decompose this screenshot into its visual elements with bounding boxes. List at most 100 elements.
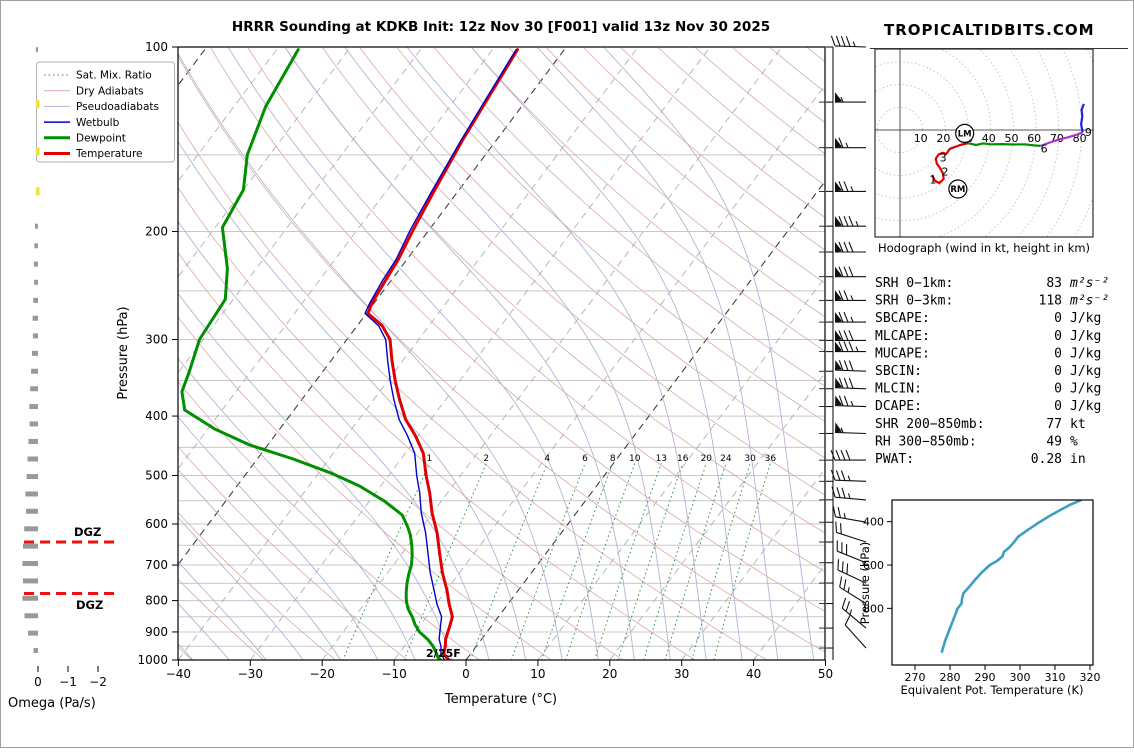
wind-barb [831,36,866,47]
wind-barb [835,290,866,300]
barb-staff [835,406,866,407]
wind-barb [831,470,866,481]
barb-half [841,97,843,102]
stat-label: SRH 0−1km: [875,276,953,291]
mixing-ratio-label: 24 [720,454,732,464]
stat-value: 118 [1039,294,1062,309]
skewt-plot-border [178,47,825,660]
stat-unit: m²s⁻² [1069,276,1109,291]
x-tick-label: −20 [310,667,335,681]
stat-unit: kt [1070,417,1086,432]
omega-bar [25,613,39,618]
mixing-ratio-label: 8 [610,454,616,464]
mixing-ratio-line [537,464,613,674]
omega-tick-label: 0 [34,675,42,689]
barb-staff [835,432,866,433]
pressure-tick-label: 1000 [137,653,168,667]
omega-bar [28,631,38,636]
legend-item-label: Temperature [75,148,143,160]
pressure-tick-label: 400 [145,409,168,423]
omega-bar [26,509,38,514]
barb-full [836,487,841,497]
wind-barb [831,487,867,500]
stat-value: 0.28 [1031,452,1062,467]
barb-full [844,267,848,277]
skewt-profiles [182,50,518,661]
hodograph-height-label: 9 [1085,126,1092,139]
legend-item-label: Sat. Mix. Ratio [76,70,152,82]
omega-bar [34,280,38,285]
barb-full [844,342,848,352]
barb-full [834,540,841,551]
barb-full [844,378,848,388]
stat-value: 0 [1054,364,1062,379]
barb-full [841,450,845,460]
x-tick-label: −10 [381,667,406,681]
stat-label: MLCIN: [875,382,922,397]
omega-axis-label: Omega (Pa/s) [8,696,96,711]
mixing-ratio-line [640,464,706,674]
hodograph-height-label: 6 [1041,143,1048,156]
barb-full [834,559,842,570]
wind-barb [835,422,866,433]
barb-full [844,242,848,252]
barb-half [848,476,850,481]
barb-full [846,36,850,46]
barb-full [849,267,853,277]
mixing-ratio-label: 2 [483,454,489,464]
omega-bar [33,316,38,321]
pressure-tick-label: 600 [145,517,168,531]
barb-staff [845,625,866,648]
x-tick-label: 10 [530,667,545,681]
barb-full [836,470,840,480]
pressure-tick-label: 800 [145,594,168,608]
dgz-label-lower: DGZ [76,598,103,612]
wind-barb [835,242,866,252]
pressure-tick-label: 500 [145,468,168,482]
omega-bar [32,351,38,356]
dry-adiabat-line [210,47,934,673]
hodograph-ring-label: 60 [1027,132,1041,145]
omega-bar [33,298,38,303]
omega-bar [35,224,38,229]
mixing-ratio-label: 13 [656,454,667,464]
mixing-ratio-label: 30 [744,454,756,464]
barb-full [844,216,848,226]
stat-label: SHR 200−850mb: [875,417,985,432]
omega-bar-high [36,100,40,108]
stat-unit: J/kg [1070,311,1101,326]
stat-unit: J/kg [1070,364,1101,379]
omega-bar [30,421,38,426]
barb-full [832,506,838,517]
x-tick-label: −30 [238,667,263,681]
pseudoadiabat-line [471,47,744,673]
stat-unit: J/kg [1070,346,1101,361]
theta-e-y-axis-label: Pressure (hPa) [858,542,872,625]
hodograph-trace-9km+ [1081,104,1084,132]
barb-half [848,493,850,498]
barb-full [841,36,845,46]
isotherm-line [107,47,567,660]
barb-full [846,450,850,460]
surface-dewpoint-label: 2/ [426,647,439,660]
legend-item-label: Dry Adiabats [76,85,144,97]
omega-bar [23,578,38,583]
barb-full [844,312,848,322]
storm-motion-label-RM: RM [950,185,965,195]
barb-half [851,295,853,300]
hodograph-height-label: 3 [940,152,947,165]
legend-item-label: Wetbulb [76,117,120,129]
omega-bar [23,544,38,549]
wind-barb [831,450,866,460]
stat-value: 0 [1054,329,1062,344]
omega-bar [34,262,38,267]
mixing-ratio-label: 20 [701,454,713,464]
omega-bar [28,439,38,444]
omega-tick-label: −1 [59,675,77,689]
omega-bar [33,333,38,338]
stat-unit: J/kg [1070,399,1101,414]
stat-value: 0 [1054,399,1062,414]
mixing-ratio-label: 1 [427,454,433,464]
